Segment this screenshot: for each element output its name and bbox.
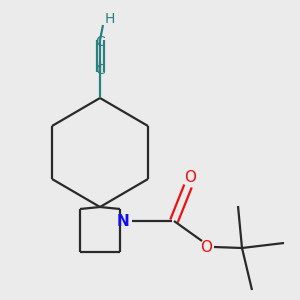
Text: C: C: [95, 35, 105, 49]
Text: O: O: [200, 239, 212, 254]
Text: N: N: [117, 214, 129, 229]
Text: C: C: [95, 63, 105, 77]
Text: H: H: [105, 12, 116, 26]
Text: O: O: [184, 170, 196, 185]
